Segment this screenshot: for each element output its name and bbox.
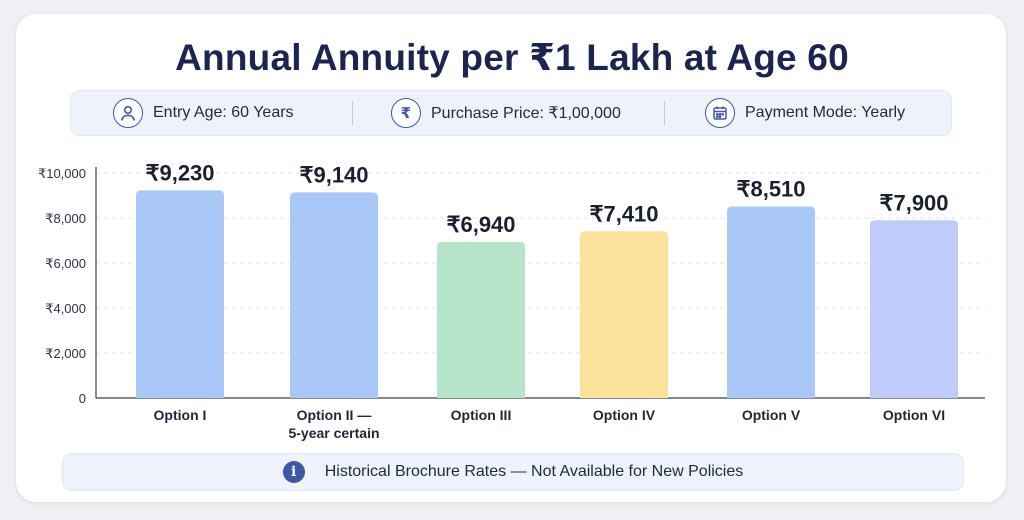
y-tick-label: 0 xyxy=(79,391,86,406)
payment-mode-item: Payment Mode: Yearly xyxy=(705,91,905,135)
purchase-price-item: ₹ Purchase Price: ₹1,00,000 xyxy=(391,91,621,135)
y-tick-label: ₹8,000 xyxy=(45,211,86,226)
bar xyxy=(727,206,815,398)
y-tick-label: ₹6,000 xyxy=(45,256,86,271)
y-tick-label: ₹4,000 xyxy=(45,301,86,316)
bar-value-label: ₹9,140 xyxy=(299,162,368,187)
bar xyxy=(290,192,378,398)
bar-value-label: ₹9,230 xyxy=(145,160,214,185)
x-tick-label: Option VI xyxy=(883,407,945,423)
y-tick-label: ₹10,000 xyxy=(38,166,86,181)
info-divider xyxy=(664,101,665,125)
info-icon: i xyxy=(282,461,305,483)
entry-age-label: Entry Age: 60 Years xyxy=(153,104,294,121)
bar-value-label: ₹7,900 xyxy=(879,190,948,215)
x-tick-label: Option III xyxy=(451,407,512,423)
entry-age-item: Entry Age: 60 Years xyxy=(113,91,294,135)
x-tick-label: 5-year certain xyxy=(288,425,379,441)
bar xyxy=(136,190,224,398)
info-bar: Entry Age: 60 Years ₹ Purchase Price: ₹1… xyxy=(70,90,952,136)
y-tick-label: ₹2,000 xyxy=(45,346,86,361)
page-title: Annual Annuity per ₹1 Lakh at Age 60 xyxy=(175,37,849,78)
x-tick-label: Option V xyxy=(742,407,801,423)
bar-value-label: ₹7,410 xyxy=(589,201,658,226)
info-divider xyxy=(352,101,353,125)
bar-chart: 0 ₹2,000 ₹4,000 ₹6,000 ₹8,000 ₹10,000 ₹9,230 Op… xyxy=(38,160,985,441)
x-tick-label: Option IV xyxy=(593,407,656,423)
purchase-price-label: Purchase Price: ₹1,00,000 xyxy=(431,105,621,122)
bar xyxy=(437,241,525,398)
footer-text: Historical Brochure Rates — Not Availabl… xyxy=(324,463,744,480)
person-icon xyxy=(113,98,143,128)
payment-mode-label: Payment Mode: Yearly xyxy=(745,104,906,121)
bar-value-label: ₹8,510 xyxy=(736,177,805,202)
calendar-icon xyxy=(705,98,735,128)
bar xyxy=(870,220,958,398)
footer-notice: i Historical Brochure Rates — Not Availa… xyxy=(62,453,964,491)
bar xyxy=(580,231,668,398)
bar-value-label: ₹6,940 xyxy=(446,212,515,237)
rupee-icon: ₹ xyxy=(391,98,421,128)
x-tick-label: Option II — xyxy=(297,407,372,423)
x-tick-label: Option I xyxy=(154,407,207,423)
